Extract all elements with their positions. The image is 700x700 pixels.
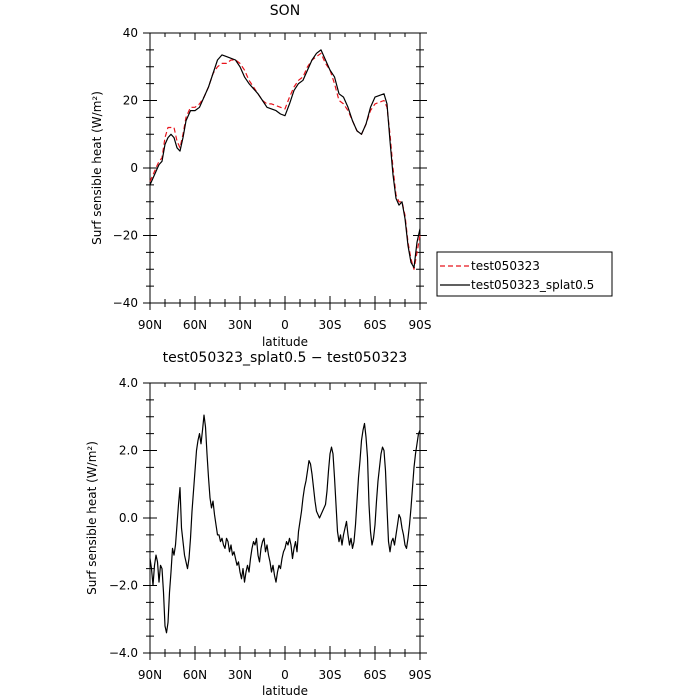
panel-bottom: 90N 60N 30N 0 30S 60S 90S −4.0 −2.0 0.0 2.0 4.0 test… (85, 350, 431, 698)
x-tick-label: 0 (281, 668, 289, 682)
y-tick-label: −2.0 (109, 579, 138, 593)
y-axis-label: Surf sensible heat (W/m²) (90, 91, 104, 245)
x-tick-label: 60N (183, 318, 207, 332)
series-line-difference (149, 414, 421, 634)
legend-label: test050323_splat0.5 (471, 278, 594, 292)
chart-title: test050323_splat0.5 − test050323 (163, 350, 408, 366)
x-tick-label: 90S (409, 668, 432, 682)
x-tick-label: 90S (409, 318, 432, 332)
y-tick-label: 0.0 (119, 511, 138, 525)
y-tick-label: 2.0 (119, 444, 138, 458)
y-tick-label: 0 (130, 161, 138, 175)
x-axis-label: latitude (262, 684, 308, 698)
x-tick-label: 60S (364, 318, 387, 332)
y-tick-label: −20 (113, 229, 138, 243)
x-tick-label: 60S (364, 668, 387, 682)
x-tick-label: 30N (228, 318, 252, 332)
series-line-test050323 (149, 52, 421, 270)
x-tick-label: 0 (281, 318, 289, 332)
x-tick-label: 30N (228, 668, 252, 682)
x-tick-label: 30S (319, 318, 342, 332)
x-tick-label: 60N (183, 668, 207, 682)
x-tick-label: 90N (138, 318, 162, 332)
plot-frame (149, 32, 421, 304)
y-tick-label: 40 (123, 26, 138, 40)
x-axis-label: latitude (262, 335, 308, 349)
legend: test050323 test050323_splat0.5 (436, 251, 613, 297)
legend-box (436, 251, 613, 297)
y-tick-label: −4.0 (109, 646, 138, 660)
x-tick-label: 90N (138, 668, 162, 682)
plot-frame (149, 382, 421, 654)
x-tick-label: 30S (319, 668, 342, 682)
chart-title: SON (270, 3, 300, 19)
y-tick-label: 20 (123, 94, 138, 108)
panel-top: 90N 60N 30N 0 30S 60S 90S −40 −20 0 20 40 SON latitud… (90, 3, 431, 349)
y-tick-label: 4.0 (119, 376, 138, 390)
y-axis-label: Surf sensible heat (W/m²) (85, 441, 99, 595)
y-tick-label: −40 (113, 296, 138, 310)
series-line-test050323-splat0-5 (149, 49, 421, 269)
legend-label: test050323 (471, 259, 540, 273)
